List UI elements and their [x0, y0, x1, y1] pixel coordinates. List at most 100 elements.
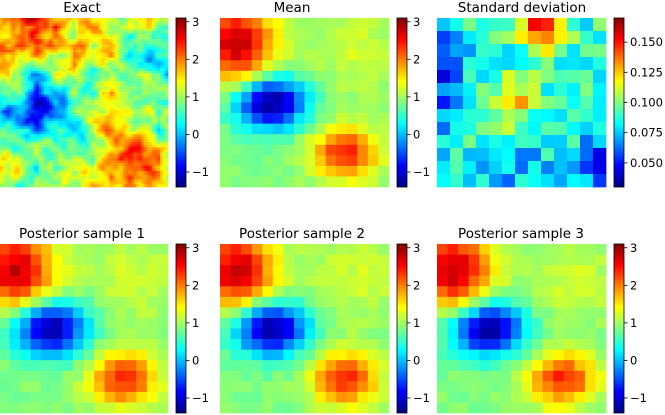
- heatmap-cell: [96, 25, 100, 29]
- heatmap-cell: [35, 81, 39, 85]
- heatmap-cell: [49, 78, 53, 82]
- heatmap-cell: [65, 23, 69, 27]
- heatmap-cell: [120, 155, 124, 159]
- heatmap-cell: [25, 176, 29, 180]
- heatmap-cell: [162, 163, 166, 167]
- heatmap-cell: [59, 118, 63, 122]
- heatmap-cell: [0, 102, 2, 106]
- heatmap-cell: [128, 62, 132, 66]
- heatmap-cell: [109, 134, 113, 138]
- heatmap-cell: [72, 152, 76, 156]
- heatmap-cell: [162, 147, 166, 151]
- heatmap-cell: [59, 65, 63, 69]
- heatmap-cell: [67, 39, 71, 43]
- heatmap-cell: [367, 244, 379, 255]
- heatmap-cell: [28, 120, 32, 124]
- heatmap-cell: [22, 184, 26, 188]
- heatmap-cell: [78, 131, 82, 135]
- heatmap-cell: [165, 179, 169, 183]
- heatmap-cell: [20, 25, 24, 29]
- heatmap-cell: [125, 181, 129, 185]
- heatmap-cell: [165, 152, 169, 156]
- heatmap-cell: [437, 44, 451, 58]
- heatmap-cell: [22, 147, 26, 151]
- heatmap-cell: [22, 44, 26, 48]
- heatmap-cell: [117, 78, 121, 82]
- heatmap-cell: [30, 128, 34, 132]
- heatmap-cell: [59, 70, 63, 74]
- heatmap-cell: [25, 57, 29, 61]
- heatmap-cell: [51, 52, 55, 56]
- heatmap-cell: [75, 60, 79, 64]
- heatmap-cell: [49, 68, 53, 72]
- heatmap-cell: [251, 91, 263, 103]
- heatmap-cell: [251, 254, 263, 266]
- heatmap-cell: [25, 160, 29, 164]
- heatmap-cell: [107, 39, 111, 43]
- heatmap-cell: [336, 155, 348, 167]
- heatmap-cell: [133, 139, 137, 143]
- heatmap-cell: [4, 70, 8, 74]
- heatmap-cell: [20, 84, 24, 88]
- heatmap-cell: [88, 142, 92, 146]
- heatmap-cell: [112, 81, 116, 85]
- heatmap-cell: [131, 173, 135, 177]
- heatmap-cell: [101, 25, 105, 29]
- heatmap-cell: [70, 97, 74, 101]
- heatmap-cell: [154, 160, 158, 164]
- heatmap-cell: [272, 102, 284, 114]
- heatmap-cell: [152, 123, 156, 127]
- heatmap-cell: [489, 174, 503, 188]
- heatmap-cell: [94, 349, 105, 361]
- heatmap-cell: [99, 36, 103, 40]
- heatmap-cell: [28, 54, 32, 58]
- heatmap-cell: [14, 176, 18, 180]
- heatmap-cell: [83, 68, 87, 72]
- heatmap-cell: [125, 157, 129, 161]
- heatmap-cell: [117, 179, 121, 183]
- heatmap-cell: [86, 118, 90, 122]
- heatmap-cell: [120, 23, 124, 27]
- heatmap-cell: [14, 84, 18, 88]
- heatmap-cell: [51, 110, 55, 114]
- heatmap-cell: [17, 41, 21, 45]
- heatmap-cell: [30, 110, 34, 114]
- heatmap-cell: [96, 102, 100, 106]
- heatmap-cell: [67, 36, 71, 40]
- heatmap-cell: [315, 81, 326, 93]
- heatmap-cell: [20, 165, 24, 169]
- heatmap-cell: [0, 163, 2, 167]
- heatmap-cell: [28, 126, 32, 130]
- heatmap-cell: [41, 184, 45, 188]
- heatmap-cell: [357, 123, 369, 135]
- heatmap-cell: [17, 105, 21, 109]
- heatmap-cell: [293, 18, 305, 29]
- heatmap-cell: [160, 99, 164, 103]
- heatmap-cell: [152, 25, 156, 29]
- heatmap-cell: [57, 176, 61, 180]
- heatmap-cell: [136, 160, 140, 164]
- heatmap-cell: [28, 150, 32, 154]
- heatmap-cell: [144, 152, 148, 156]
- heatmap-cell: [133, 31, 137, 35]
- heatmap-cell: [115, 115, 119, 119]
- heatmap-cell: [149, 62, 153, 66]
- heatmap-cell: [154, 49, 158, 53]
- heatmap-cell: [96, 131, 100, 135]
- heatmap-cell: [138, 89, 142, 93]
- heatmap-cell: [144, 144, 148, 148]
- heatmap-cell: [83, 136, 87, 140]
- heatmap-cell: [144, 118, 148, 122]
- colorbar-frame: [396, 17, 408, 188]
- heatmap-cell: [152, 57, 156, 61]
- heatmap-cell: [46, 54, 50, 58]
- heatmap-cell: [154, 31, 158, 35]
- heatmap-cell: [91, 107, 95, 111]
- heatmap-cell: [59, 60, 63, 64]
- heatmap-cell: [160, 136, 164, 140]
- heatmap-cell: [70, 28, 74, 32]
- heatmap-cell: [78, 181, 82, 185]
- heatmap-cell: [131, 134, 135, 138]
- heatmap-cell: [157, 184, 161, 188]
- heatmap-cell: [33, 123, 37, 127]
